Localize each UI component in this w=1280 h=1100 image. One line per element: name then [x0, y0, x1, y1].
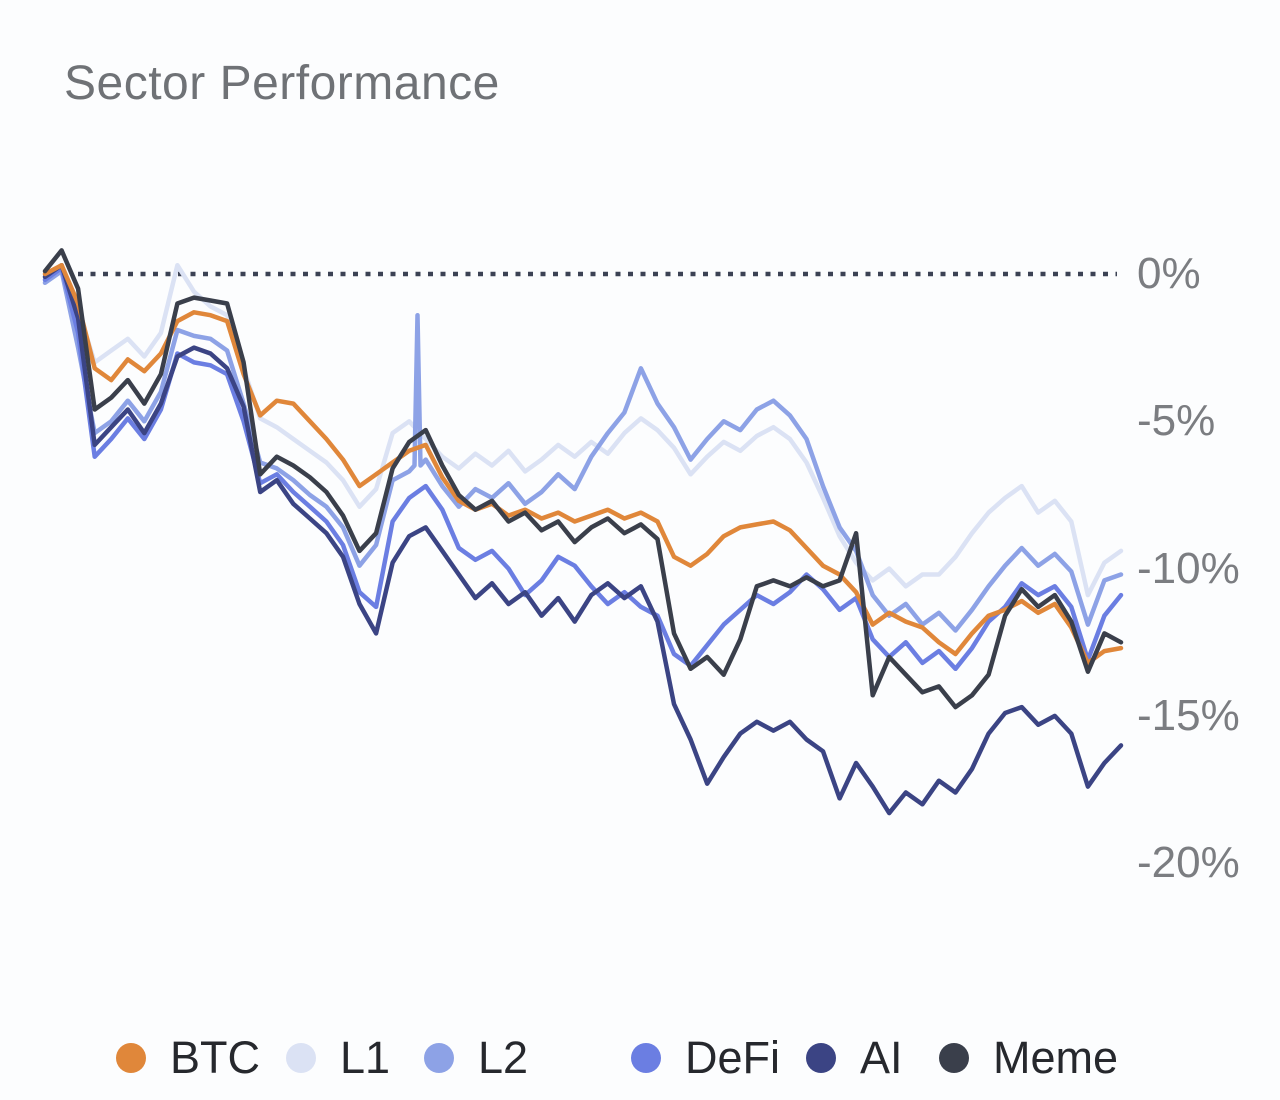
y-axis-tick-label-10: -10% [1137, 543, 1240, 593]
meme-series-dot-icon [939, 1043, 969, 1073]
legend-item-meme[interactable]: Meme [939, 1032, 1118, 1084]
legend-item-defi[interactable]: DeFi [631, 1032, 780, 1084]
l1-series-dot-icon [286, 1043, 316, 1073]
defi-series-dot-icon [631, 1043, 661, 1073]
legend-label-btc: BTC [170, 1032, 260, 1083]
series-line-meme [42, 248, 1124, 710]
y-axis-tick-label-15: -15% [1137, 690, 1240, 740]
btc-series-dot-icon [116, 1043, 146, 1073]
y-axis-tick-label-20: -20% [1137, 838, 1240, 888]
legend-item-l1[interactable]: L1 [286, 1032, 390, 1084]
series-line-l2 [42, 268, 1124, 633]
page-title: Sector Performance [64, 57, 500, 111]
legend-label-meme: Meme [993, 1032, 1119, 1083]
series-line-btc [42, 262, 1124, 666]
legend-item-l2[interactable]: L2 [424, 1032, 528, 1084]
legend-label-l2: L2 [478, 1032, 529, 1083]
y-axis-tick-label-5: -5% [1137, 396, 1216, 446]
series-line-defi [42, 265, 1124, 672]
chart-legend: BTC L1 L2 DeFi AI Meme [0, 1032, 1280, 1086]
legend-label-l1: L1 [340, 1032, 391, 1083]
l2-series-dot-icon [424, 1043, 454, 1073]
ai-series-dot-icon [806, 1043, 836, 1073]
legend-label-defi: DeFi [685, 1032, 781, 1083]
legend-label-ai: AI [860, 1032, 903, 1083]
series-line-l1 [42, 262, 1124, 598]
legend-item-ai[interactable]: AI [806, 1032, 903, 1084]
series-line-ai [42, 262, 1124, 816]
y-axis-tick-label-0: 0% [1137, 249, 1201, 298]
legend-item-btc[interactable]: BTC [116, 1032, 260, 1084]
